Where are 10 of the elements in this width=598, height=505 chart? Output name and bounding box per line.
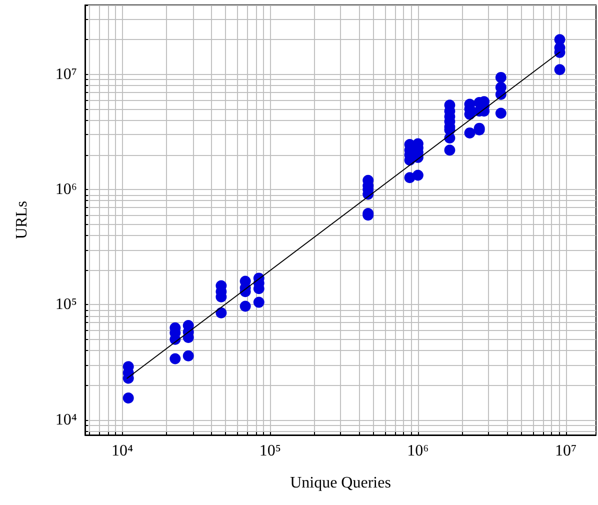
y-tick-label: 10⁴: [55, 411, 78, 428]
y-tick-label: 10⁶: [55, 181, 77, 198]
x-tick-label: 10⁵: [259, 442, 281, 460]
y-tick-label: 10⁷: [55, 66, 77, 83]
y-tick-label: 10⁵: [55, 296, 77, 314]
y-axis-title: URLs: [14, 200, 30, 240]
x-tick-label: 10⁶: [407, 442, 429, 460]
x-axis-title: Unique Queries: [290, 474, 391, 492]
x-tick-label: 10⁷: [555, 442, 577, 460]
x-tick-label: 10⁴: [111, 442, 134, 460]
